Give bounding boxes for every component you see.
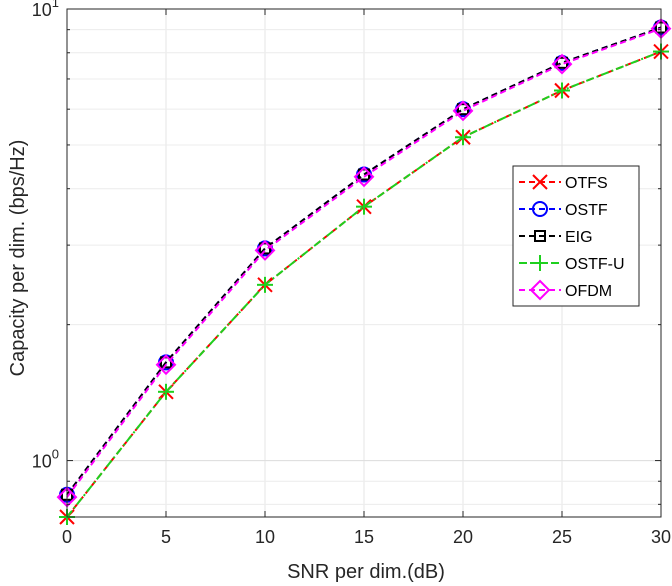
x-tick-label: 15 — [354, 527, 374, 547]
x-tick-label: 10 — [255, 527, 275, 547]
x-tick-label: 0 — [62, 527, 72, 547]
legend-entry: OSTF — [519, 201, 608, 219]
data-point — [158, 383, 174, 400]
tick-labels: 0 5 10 15 20 25 30 100 101 — [32, 0, 671, 547]
data-point — [254, 240, 276, 261]
series-ostf-u — [59, 43, 669, 525]
data-point — [155, 354, 177, 376]
legend-entry: OTFS — [519, 174, 608, 192]
series-line-ofdm — [66, 27, 662, 498]
legend-label: OSTF — [565, 202, 608, 219]
data-point — [259, 242, 271, 255]
data-point — [356, 198, 372, 215]
data-point — [257, 276, 273, 293]
legend-marker — [532, 255, 548, 271]
data-point — [353, 166, 375, 188]
y-tick-label: 101 — [32, 0, 59, 20]
x-tick-label: 5 — [161, 527, 171, 547]
data-point — [452, 100, 474, 122]
legend: OTFS OSTF EIG OSTF-U OFDM — [512, 165, 640, 307]
series-layer — [56, 18, 672, 525]
data-point — [554, 82, 570, 99]
data-point — [551, 53, 573, 75]
legend-entry: OSTF-U — [519, 255, 625, 273]
legend-label: OSTF-U — [565, 256, 625, 273]
legend-entry: EIG — [519, 229, 593, 246]
legend-marker — [529, 279, 551, 301]
axes — [66, 8, 662, 518]
legend-marker — [532, 201, 548, 217]
x-tick-label: 25 — [552, 527, 572, 547]
legend-label: OTFS — [565, 175, 608, 192]
y-axis-label: Capacity per dim. (bps/Hz) — [7, 140, 29, 377]
x-tick-label: 20 — [453, 527, 473, 547]
y-tick-label: 100 — [32, 447, 59, 472]
data-point — [160, 356, 172, 369]
series-line-eig — [66, 26, 662, 496]
data-point — [455, 129, 471, 146]
legend-label: EIG — [565, 229, 593, 246]
legend-marker — [532, 174, 548, 190]
legend-marker — [534, 230, 546, 242]
x-tick-label: 30 — [651, 527, 671, 547]
x-axis-label: SNR per dim.(dB) — [287, 561, 445, 583]
legend-label: OFDM — [565, 283, 612, 300]
legend-entry: OFDM — [519, 279, 612, 301]
